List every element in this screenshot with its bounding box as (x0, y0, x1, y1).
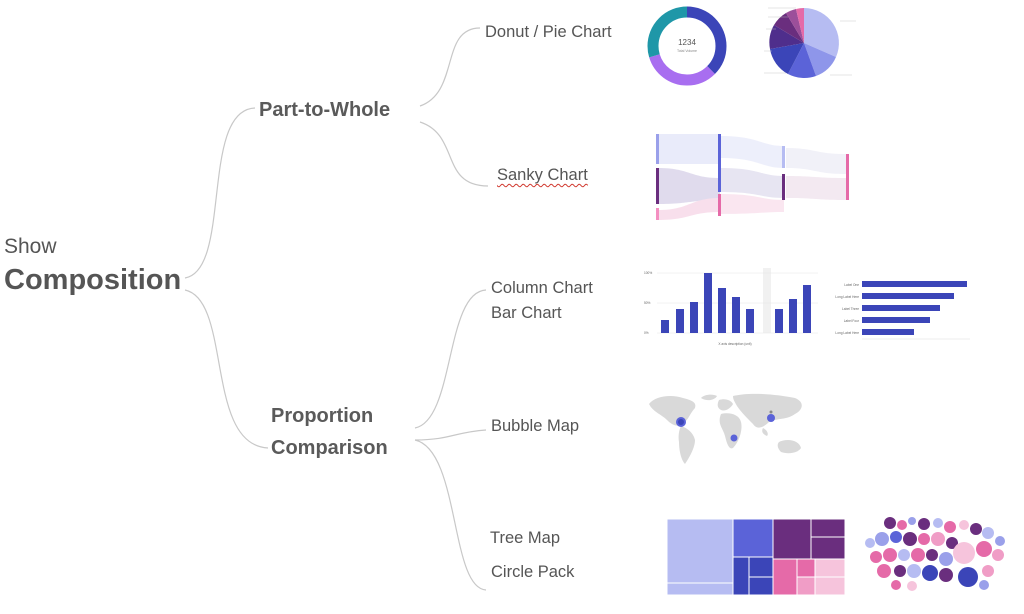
connector-proportion-bubble (414, 429, 487, 441)
leaf-circle-pack: Circle Pack (491, 563, 575, 581)
bar-label-1: Label One (844, 283, 859, 287)
leaf-tree-map: Tree Map (490, 529, 560, 547)
branch-proportion: Proportion (271, 405, 374, 427)
root-label-show: Show (4, 235, 57, 258)
donut-center-caption: Total Volume (677, 49, 697, 53)
connector-part-donut (419, 27, 481, 107)
leaf-donut-pie: Donut / Pie Chart (485, 23, 612, 41)
connector-proportion-column (414, 289, 487, 429)
bubble-map-thumbnail (649, 393, 802, 464)
connector-proportion-treemap (414, 439, 487, 591)
column-x-caption: X axis description (unit) (718, 342, 751, 346)
leaf-bubble-map: Bubble Map (491, 417, 580, 435)
connector-root-part-to-whole (184, 107, 256, 279)
connector-part-sankey (419, 121, 489, 187)
column-ytick-0: 0% (644, 331, 649, 335)
tree-map-thumbnail (667, 519, 846, 595)
column-ytick-100: 100% (644, 271, 652, 275)
leaf-bar-chart: Bar Chart (491, 304, 562, 322)
circle-pack-thumbnail (865, 517, 1005, 591)
root-label-composition: Composition (4, 264, 182, 296)
connector-root-proportion (184, 289, 269, 449)
branch-comparison: Comparison (271, 437, 388, 459)
bar-label-3: Label Three (842, 307, 859, 311)
pie-chart-thumbnail (764, 7, 856, 79)
column-ytick-50: 50% (644, 301, 651, 305)
branch-part-to-whole: Part-to-Whole (259, 99, 391, 121)
leaf-sankey: Sanky Chart (497, 166, 588, 185)
leaf-column-chart: Column Chart (491, 279, 593, 297)
column-chart-thumbnail: 100% 50% 0% X axis description (unit) (644, 268, 818, 346)
donut-center-value: 1234 (678, 38, 696, 47)
donut-chart-thumbnail: 1234 Total Volume (647, 6, 727, 86)
bar-label-4: Label Four (844, 319, 860, 323)
sankey-chart-thumbnail (656, 134, 849, 220)
bar-chart-thumbnail: Label One Long Label Here Label Three La… (835, 281, 970, 340)
bar-label-5: Long Label Here (835, 331, 859, 335)
bar-label-2: Long Label Here (835, 295, 859, 299)
leaf-sankey-text: Sanky Chart (497, 166, 588, 184)
